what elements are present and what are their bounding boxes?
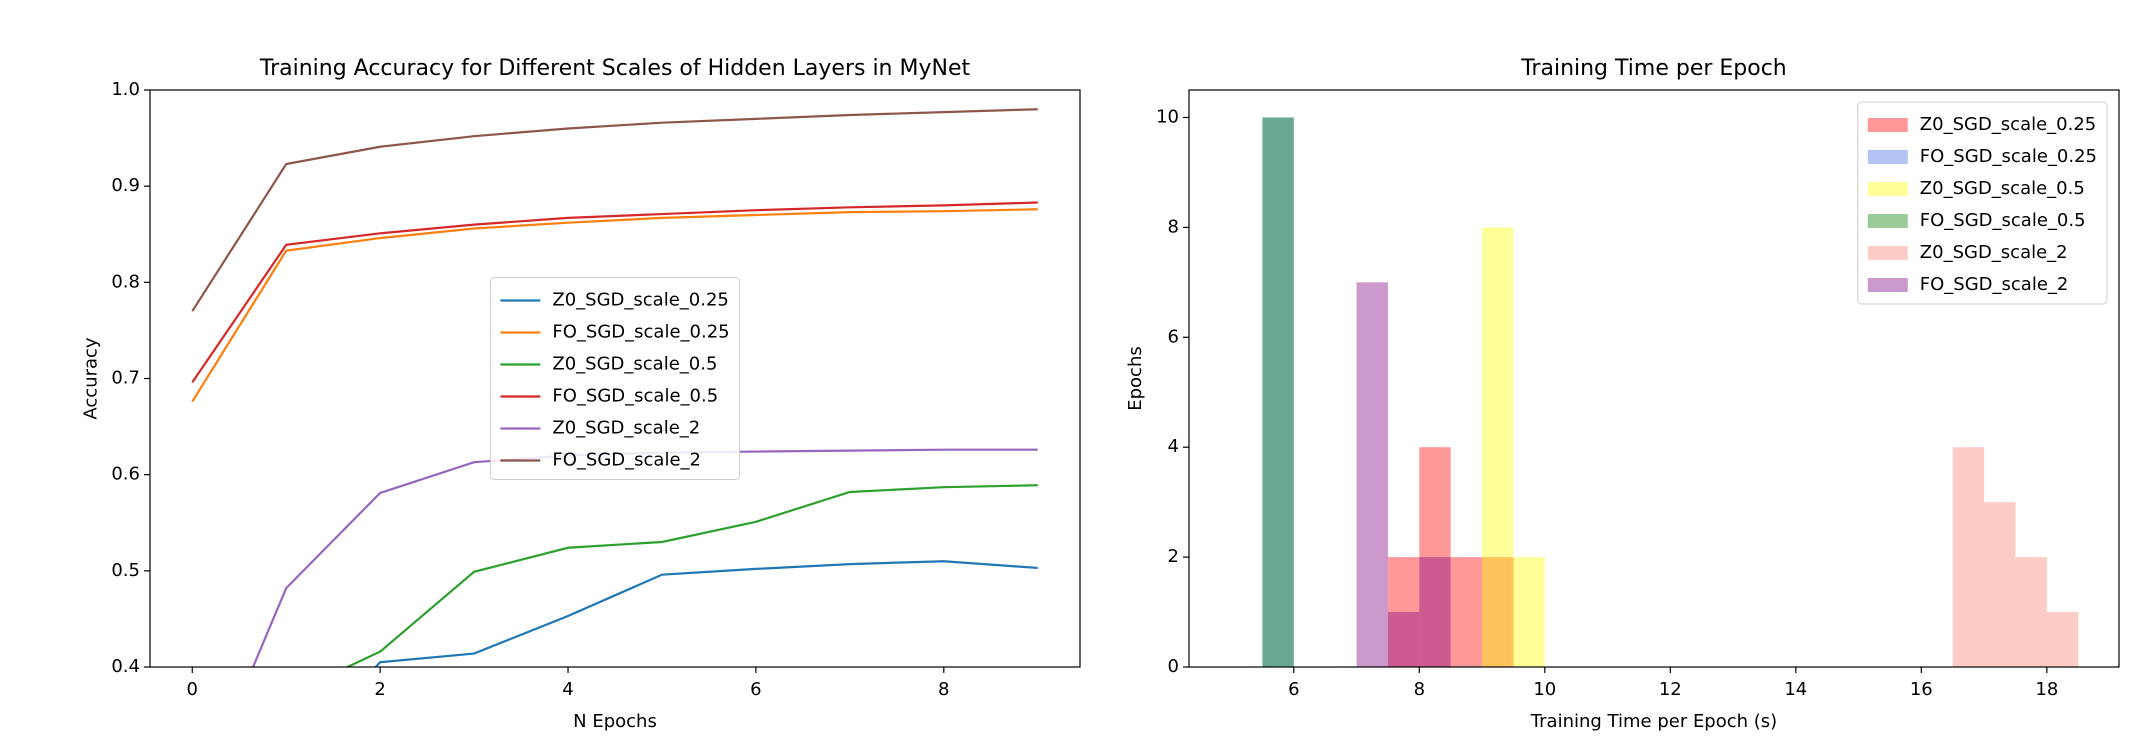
legend-label: FO_SGD_scale_2 bbox=[1920, 274, 2069, 295]
bar bbox=[1387, 612, 1420, 667]
x-tick-label: 18 bbox=[2035, 679, 2058, 700]
y-tick-label: 0.5 bbox=[111, 560, 140, 581]
x-axis-label: Training Time per Epoch (s) bbox=[1530, 711, 1777, 732]
bar bbox=[1262, 117, 1294, 667]
bar bbox=[1387, 557, 1420, 667]
bar bbox=[1482, 227, 1514, 667]
bar bbox=[1984, 502, 2016, 667]
y-tick-label: 2 bbox=[1168, 546, 1179, 567]
bar bbox=[1262, 117, 1294, 667]
chart-title: Training Time per Epoch bbox=[1520, 56, 1787, 81]
y-tick-label: 0.6 bbox=[111, 464, 140, 485]
legend-swatch bbox=[1867, 182, 1908, 196]
y-tick-label: 6 bbox=[1168, 326, 1179, 347]
legend-label: Z0_SGD_scale_2 bbox=[552, 418, 700, 439]
x-tick-label: 6 bbox=[750, 679, 761, 700]
x-tick-label: 10 bbox=[1533, 679, 1556, 700]
line bbox=[251, 448, 1038, 667]
bar bbox=[1419, 447, 1451, 667]
bar bbox=[1513, 557, 1545, 667]
bar bbox=[1419, 557, 1451, 667]
y-tick-label: 10 bbox=[1156, 106, 1179, 127]
bar bbox=[2015, 557, 2047, 667]
line bbox=[374, 560, 1038, 667]
x-tick-label: 6 bbox=[1288, 679, 1299, 700]
legend-swatch bbox=[1867, 118, 1908, 132]
legend-label: Z0_SGD_scale_0.25 bbox=[552, 290, 728, 311]
legend: Z0_SGD_scale_0.25 FO_SGD_scale_0.25 Z0_SGD… bbox=[489, 277, 741, 480]
axes-frame bbox=[149, 89, 1081, 668]
line bbox=[191, 108, 1038, 312]
x-tick-label: 8 bbox=[1414, 679, 1425, 700]
legend-swatch bbox=[1867, 246, 1908, 260]
bar bbox=[1450, 557, 1483, 667]
legend-label: FO_SGD_scale_0.25 bbox=[552, 322, 729, 343]
legend-box bbox=[489, 277, 741, 480]
legend-label: Z0_SGD_scale_2 bbox=[1920, 242, 2068, 263]
x-tick-label: 14 bbox=[1784, 679, 1807, 700]
legend-label: Z0_SGD_scale_0.5 bbox=[1920, 178, 2085, 199]
legend-label: FO_SGD_scale_0.5 bbox=[552, 386, 718, 407]
y-tick-label: 0.7 bbox=[111, 368, 140, 389]
y-axis-label: Epochs bbox=[1125, 346, 1146, 411]
y-axis-label: Accuracy bbox=[80, 337, 101, 420]
legend-label: Z0_SGD_scale_0.5 bbox=[552, 354, 717, 375]
legend: Z0_SGD_scale_0.25 FO_SGD_scale_0.25 Z0_SGD… bbox=[1857, 101, 2108, 305]
marks bbox=[1262, 117, 2079, 667]
legend-label: FO_SGD_scale_2 bbox=[552, 450, 701, 471]
x-tick-label: 2 bbox=[374, 679, 385, 700]
x-tick-label: 0 bbox=[187, 679, 198, 700]
plot: Training Accuracy for Different Scales o… bbox=[80, 56, 1081, 732]
x-tick-label: 16 bbox=[1910, 679, 1933, 700]
legend-label: FO_SGD_scale_0.25 bbox=[1920, 146, 2097, 167]
legend-swatch bbox=[1867, 150, 1908, 164]
y-tick-label: 0.9 bbox=[111, 175, 140, 196]
bar bbox=[2046, 612, 2079, 667]
line bbox=[344, 484, 1038, 667]
bar bbox=[1356, 282, 1388, 667]
y-tick-label: 0 bbox=[1168, 656, 1179, 677]
y-tick-label: 8 bbox=[1168, 216, 1179, 237]
x-tick-label: 12 bbox=[1659, 679, 1682, 700]
marks bbox=[191, 108, 1038, 667]
y-tick-label: 1.0 bbox=[111, 79, 140, 100]
y-tick-label: 0.8 bbox=[111, 271, 140, 292]
legend-swatch bbox=[1867, 278, 1908, 292]
legend-label: FO_SGD_scale_0.5 bbox=[1920, 210, 2086, 231]
y-tick-label: 4 bbox=[1168, 436, 1179, 457]
x-tick-label: 4 bbox=[562, 679, 573, 700]
y-tick-label: 0.4 bbox=[111, 656, 140, 677]
chart-title: Training Accuracy for Different Scales o… bbox=[259, 56, 971, 81]
legend-label: Z0_SGD_scale_0.25 bbox=[1920, 114, 2096, 135]
bar bbox=[1952, 447, 1985, 667]
x-tick-label: 8 bbox=[938, 679, 949, 700]
x-axis-label: N Epochs bbox=[573, 711, 657, 732]
line bbox=[191, 201, 1038, 383]
legend-swatch bbox=[1867, 214, 1908, 228]
line bbox=[191, 208, 1038, 403]
axes-frame bbox=[1188, 89, 2120, 668]
bar bbox=[1482, 557, 1514, 667]
plot: Training Time per Epoch Training Time per… bbox=[1125, 56, 2120, 732]
legend-box bbox=[1857, 101, 2108, 305]
